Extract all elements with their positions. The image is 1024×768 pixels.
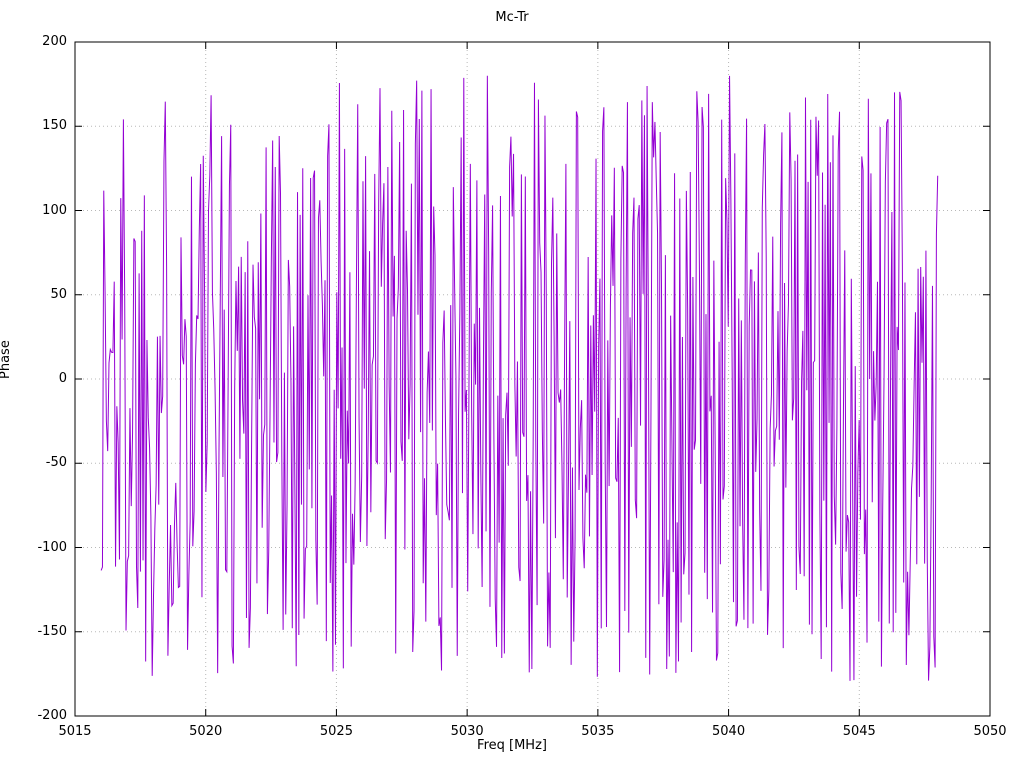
x-axis-label: Freq [MHz] bbox=[477, 738, 547, 753]
x-tick-label: 5050 bbox=[973, 724, 1007, 739]
y-tick-label: 150 bbox=[42, 118, 67, 134]
y-tick-label: 50 bbox=[50, 286, 67, 302]
x-tick-label: 5015 bbox=[58, 724, 92, 739]
y-tick-label: -150 bbox=[37, 623, 67, 639]
phase-trace bbox=[100, 75, 939, 681]
y-tick-label: -50 bbox=[45, 455, 67, 471]
y-tick-label: -100 bbox=[37, 539, 67, 555]
x-tick-label: 5025 bbox=[319, 724, 353, 739]
y-tick-label: 100 bbox=[42, 202, 67, 218]
x-tick-label: 5040 bbox=[712, 724, 746, 739]
x-tick-label: 5030 bbox=[450, 724, 484, 739]
y-tick-label: 0 bbox=[58, 371, 67, 386]
y-tick-label: -200 bbox=[37, 708, 67, 723]
y-tick-label: 200 bbox=[42, 34, 67, 49]
chart-title: Mc-Tr bbox=[495, 10, 529, 25]
x-tick-label: 5020 bbox=[189, 724, 223, 739]
x-tick-label: 5035 bbox=[581, 724, 615, 739]
x-tick-label: 5045 bbox=[842, 724, 876, 739]
